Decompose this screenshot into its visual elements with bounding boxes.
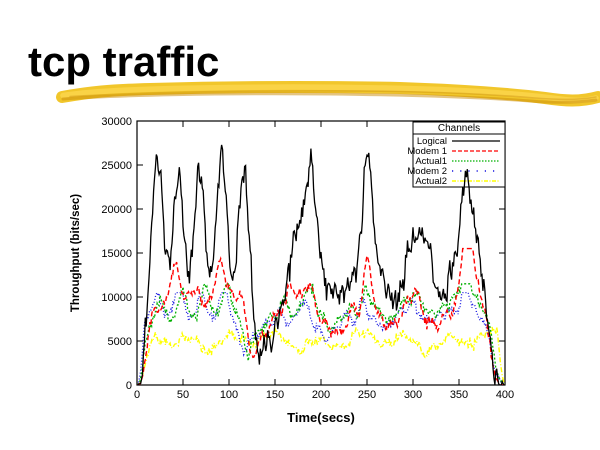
svg-text:5000: 5000 [108,336,132,348]
svg-text:30000: 30000 [101,116,132,128]
svg-text:0: 0 [126,380,132,392]
svg-text:Actual2: Actual2 [415,176,447,187]
svg-text:Throughput (bits/sec): Throughput (bits/sec) [70,194,82,312]
svg-text:25000: 25000 [101,160,132,172]
svg-text:400: 400 [496,389,514,401]
svg-text:50: 50 [177,389,189,401]
svg-text:200: 200 [312,389,330,401]
svg-text:0: 0 [134,389,140,401]
svg-text:100: 100 [220,389,238,401]
svg-text:Channels: Channels [438,123,480,134]
svg-text:150: 150 [266,389,284,401]
svg-text:10000: 10000 [101,292,132,304]
svg-text:300: 300 [404,389,422,401]
svg-text:250: 250 [358,389,376,401]
svg-text:20000: 20000 [101,204,132,216]
svg-text:15000: 15000 [101,248,132,260]
svg-text:350: 350 [450,389,468,401]
svg-text:Time(secs): Time(secs) [287,410,355,425]
